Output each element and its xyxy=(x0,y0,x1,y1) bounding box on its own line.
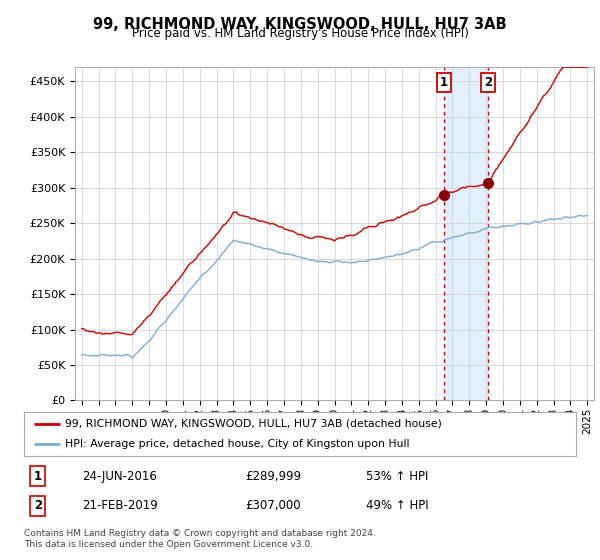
Text: £289,999: £289,999 xyxy=(245,470,301,483)
Text: 99, RICHMOND WAY, KINGSWOOD, HULL, HU7 3AB (detached house): 99, RICHMOND WAY, KINGSWOOD, HULL, HU7 3… xyxy=(65,419,442,429)
Text: 49% ↑ HPI: 49% ↑ HPI xyxy=(366,500,429,512)
Text: Price paid vs. HM Land Registry's House Price Index (HPI): Price paid vs. HM Land Registry's House … xyxy=(131,27,469,40)
Text: 99, RICHMOND WAY, KINGSWOOD, HULL, HU7 3AB: 99, RICHMOND WAY, KINGSWOOD, HULL, HU7 3… xyxy=(93,17,507,32)
Text: 21-FEB-2019: 21-FEB-2019 xyxy=(82,500,158,512)
Text: 2: 2 xyxy=(34,500,42,512)
Text: £307,000: £307,000 xyxy=(245,500,301,512)
Text: 1: 1 xyxy=(440,76,448,88)
Text: 2: 2 xyxy=(484,76,493,88)
Text: 24-JUN-2016: 24-JUN-2016 xyxy=(82,470,157,483)
Text: HPI: Average price, detached house, City of Kingston upon Hull: HPI: Average price, detached house, City… xyxy=(65,439,410,449)
Text: 1: 1 xyxy=(34,470,42,483)
Text: Contains HM Land Registry data © Crown copyright and database right 2024.
This d: Contains HM Land Registry data © Crown c… xyxy=(24,529,376,549)
Text: 53% ↑ HPI: 53% ↑ HPI xyxy=(366,470,428,483)
Bar xyxy=(443,67,488,400)
